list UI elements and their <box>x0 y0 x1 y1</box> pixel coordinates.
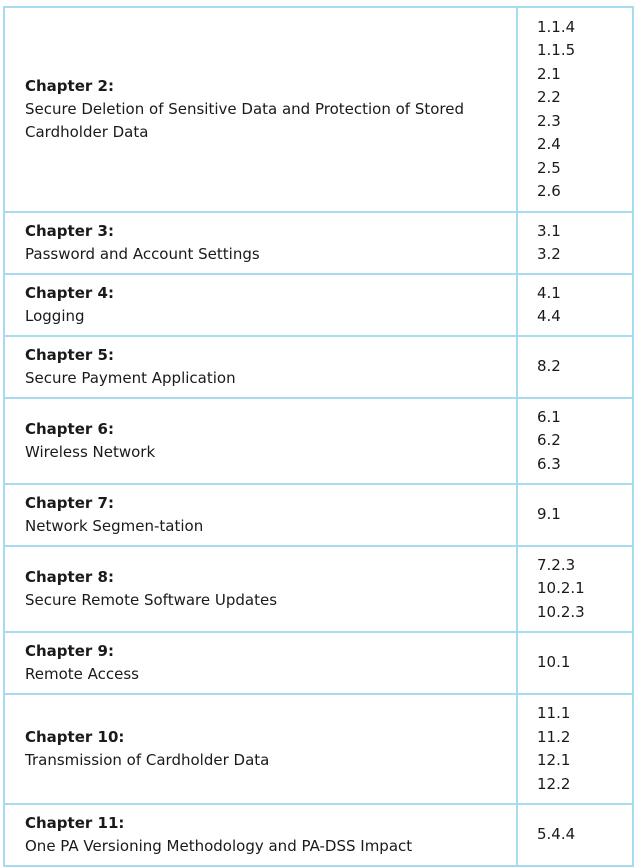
chapter-title: Transmission of Cardholder Data <box>25 751 270 769</box>
chapter-label: Chapter 8: <box>25 568 114 586</box>
requirement-number: 12.1 <box>537 751 571 769</box>
chapter-label: Chapter 7: <box>25 494 114 512</box>
chapter-title: Network Segmen-tation <box>25 517 204 535</box>
requirements-cell: 1.1.4 1.1.5 2.1 2.2 2.3 2.4 2.5 2.6 <box>516 6 634 213</box>
chapter-title: One PA Versioning Methodology and PA-DSS… <box>25 837 413 855</box>
chapter-label: Chapter 3: <box>25 222 114 240</box>
chapter-requirements-table: Chapter 2: Secure Deletion of Sensitive D… <box>3 6 634 867</box>
table-row: Chapter 3: Password and Account Settings 3… <box>3 211 634 275</box>
requirement-number: 2.3 <box>537 111 561 130</box>
requirement-number: 10.2.3 <box>537 602 585 621</box>
requirement-number: 5.4.4 <box>537 825 576 844</box>
requirements-cell: 9.1 <box>516 483 634 547</box>
chapter-title: Secure Remote Software Updates <box>25 591 278 609</box>
table-row: Chapter 2: Secure Deletion of Sensitive D… <box>3 6 634 213</box>
requirement-number: 2.5 <box>537 158 561 177</box>
requirements-cell: 3.1 3.2 <box>516 211 634 275</box>
requirement-number: 3.1 <box>537 221 561 240</box>
requirement-number: 8.2 <box>537 357 561 376</box>
chapter-label: Chapter 6: <box>25 420 114 438</box>
table-row: Chapter 9: Remote Access 10.1 <box>3 631 634 695</box>
chapter-cell: Chapter 5: Secure Payment Application <box>3 335 518 399</box>
table-body: Chapter 2: Secure Deletion of Sensitive D… <box>3 6 634 867</box>
table-row: Chapter 6: Wireless Network 6.1 6.2 6.3 <box>3 397 634 485</box>
table-row: Chapter 10: Transmission of Cardholder Da… <box>3 693 634 805</box>
chapter-label: Chapter 9: <box>25 642 114 660</box>
requirement-number: 2.4 <box>537 135 561 153</box>
chapter-cell: Chapter 10: Transmission of Cardholder Da… <box>3 693 518 805</box>
requirement-number: 4.4 <box>537 307 561 325</box>
table-row: Chapter 11: One PA Versioning Methodology… <box>3 803 634 867</box>
chapter-cell: Chapter 11: One PA Versioning Methodology… <box>3 803 518 867</box>
requirement-number: 7.2.3 <box>537 555 576 574</box>
requirement-number: 10.1 <box>537 653 571 672</box>
requirements-cell: 5.4.4 <box>516 803 634 867</box>
chapter-cell: Chapter 8: Secure Remote Software Updates <box>3 545 518 633</box>
chapter-label: Chapter 11: <box>25 814 125 832</box>
requirement-number: 2.2 <box>537 88 561 106</box>
requirement-number: 6.1 <box>537 407 561 426</box>
chapter-cell: Chapter 6: Wireless Network <box>3 397 518 485</box>
requirement-number: 6.2 <box>537 431 561 450</box>
chapter-title: Wireless Network <box>25 443 156 461</box>
chapter-label: Chapter 2: <box>25 77 114 95</box>
chapter-cell: Chapter 9: Remote Access <box>3 631 518 695</box>
chapter-cell: Chapter 3: Password and Account Settings <box>3 211 518 275</box>
chapter-cell: Chapter 2: Secure Deletion of Sensitive D… <box>3 6 518 213</box>
requirement-number: 11.2 <box>537 727 571 746</box>
chapter-label: Chapter 5: <box>25 346 114 364</box>
chapter-label: Chapter 4: <box>25 284 114 302</box>
requirements-cell: 6.1 6.2 6.3 <box>516 397 634 485</box>
chapter-title: Secure Deletion of Sensitive Data and Pr… <box>25 100 465 118</box>
requirement-number: 1.1.4 <box>537 17 576 36</box>
requirement-number: 2.6 <box>537 182 561 200</box>
chapter-title: Logging <box>25 307 85 325</box>
requirement-number: 6.3 <box>537 454 561 473</box>
chapter-title: Password and Account Settings <box>25 245 260 263</box>
chapter-label: Chapter 10: <box>25 728 125 746</box>
requirement-number: 11.1 <box>537 704 571 722</box>
requirement-number: 3.2 <box>537 245 561 263</box>
table-row: Chapter 8: Secure Remote Software Updates… <box>3 545 634 633</box>
table-row: Chapter 4: Logging 4.1 4.4 <box>3 273 634 337</box>
chapter-cell: Chapter 4: Logging <box>3 273 518 337</box>
chapter-title: Secure Payment Application <box>25 369 236 387</box>
chapter-title: Cardholder Data <box>25 123 149 141</box>
requirement-number: 9.1 <box>537 505 561 524</box>
requirements-cell: 10.1 <box>516 631 634 695</box>
requirement-number: 12.2 <box>537 774 571 793</box>
requirements-cell: 11.1 11.2 12.1 12.2 <box>516 693 634 805</box>
chapter-cell: Chapter 7: Network Segmen-tation <box>3 483 518 547</box>
requirements-cell: 7.2.3 10.2.1 10.2.3 <box>516 545 634 633</box>
table-row: Chapter 7: Network Segmen-tation 9.1 <box>3 483 634 547</box>
requirement-number: 10.2.1 <box>537 579 585 598</box>
requirement-number: 1.1.5 <box>537 41 576 59</box>
requirements-cell: 4.1 4.4 <box>516 273 634 337</box>
requirement-number: 4.1 <box>537 283 561 302</box>
requirements-cell: 8.2 <box>516 335 634 399</box>
requirement-number: 2.1 <box>537 64 561 83</box>
table-row: Chapter 5: Secure Payment Application 8.2 <box>3 335 634 399</box>
chapter-title: Remote Access <box>25 665 139 683</box>
